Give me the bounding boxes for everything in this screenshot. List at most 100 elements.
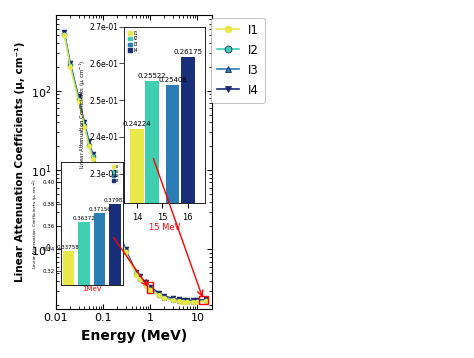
I3 <box>176 298 182 303</box>
I1 <box>115 229 120 233</box>
I4 <box>100 183 106 187</box>
I3 <box>100 184 106 189</box>
I1 <box>62 33 67 37</box>
I3 <box>180 299 186 303</box>
I2 <box>190 299 196 304</box>
I1 <box>137 277 143 281</box>
I2 <box>62 32 67 36</box>
I4 <box>190 298 196 303</box>
I3 <box>123 248 128 253</box>
I1 <box>143 284 148 288</box>
I3 <box>62 31 67 35</box>
I4 <box>184 298 190 302</box>
I3 <box>82 122 87 126</box>
I1 <box>123 250 128 255</box>
I2 <box>109 211 114 215</box>
I4 <box>137 274 143 279</box>
I3 <box>115 227 120 231</box>
I1 <box>190 300 196 304</box>
I2 <box>133 272 139 276</box>
I3 <box>67 62 73 67</box>
I3 <box>190 299 196 303</box>
Bar <box>147 282 154 293</box>
Line: I2: I2 <box>62 32 208 304</box>
I1 <box>100 187 106 191</box>
I1 <box>184 300 190 304</box>
I2 <box>162 295 167 300</box>
I3 <box>137 276 143 280</box>
I2 <box>96 174 101 178</box>
I3 <box>156 292 162 296</box>
I4 <box>170 296 175 300</box>
I1 <box>180 300 186 304</box>
I4 <box>96 171 101 176</box>
I4 <box>76 94 82 98</box>
I4 <box>194 298 200 302</box>
I1 <box>194 300 200 304</box>
I1 <box>162 296 167 300</box>
I3 <box>86 141 92 145</box>
I2 <box>203 298 209 303</box>
I4 <box>86 139 92 144</box>
X-axis label: Energy (MeV): Energy (MeV) <box>81 329 187 343</box>
Line: I3: I3 <box>62 31 208 304</box>
Line: I1: I1 <box>62 33 208 304</box>
I2 <box>100 185 106 190</box>
I2 <box>76 97 82 101</box>
I3 <box>96 173 101 177</box>
I4 <box>143 280 148 285</box>
I1 <box>170 298 175 303</box>
I4 <box>162 294 167 298</box>
I4 <box>67 61 73 65</box>
I4 <box>109 208 114 213</box>
I3 <box>90 153 96 157</box>
I4 <box>62 30 67 34</box>
I2 <box>82 123 87 127</box>
I2 <box>147 287 153 291</box>
I2 <box>170 298 175 302</box>
I4 <box>90 152 96 156</box>
I2 <box>90 154 96 158</box>
Y-axis label: Linear Attenuation Coefficients (μ, cm⁻¹): Linear Attenuation Coefficients (μ, cm⁻¹… <box>15 42 25 282</box>
I2 <box>180 299 186 303</box>
I4 <box>147 285 153 289</box>
I2 <box>176 299 182 303</box>
I3 <box>143 282 148 286</box>
I3 <box>133 271 139 276</box>
I1 <box>76 98 82 103</box>
I4 <box>180 298 186 302</box>
I3 <box>194 299 200 303</box>
I3 <box>76 96 82 101</box>
I1 <box>90 156 96 161</box>
I1 <box>86 144 92 148</box>
I3 <box>184 299 190 303</box>
I2 <box>86 142 92 147</box>
I2 <box>115 228 120 232</box>
Legend: I1, I2, I3, I4: I1, I2, I3, I4 <box>211 18 265 103</box>
I3 <box>170 297 175 301</box>
I2 <box>137 276 143 281</box>
I2 <box>143 282 148 287</box>
I1 <box>67 65 73 69</box>
I2 <box>67 63 73 67</box>
I2 <box>156 292 162 297</box>
I2 <box>194 299 200 304</box>
I3 <box>203 298 209 302</box>
I4 <box>115 226 120 230</box>
I1 <box>96 176 101 180</box>
I1 <box>147 288 153 292</box>
I4 <box>156 291 162 295</box>
I3 <box>162 295 167 299</box>
I4 <box>203 297 209 301</box>
I3 <box>147 286 153 290</box>
I4 <box>82 120 87 125</box>
I3 <box>109 209 114 214</box>
Line: I4: I4 <box>62 30 208 303</box>
I1 <box>156 293 162 297</box>
I1 <box>203 299 209 303</box>
I4 <box>176 297 182 301</box>
I4 <box>123 247 128 251</box>
I4 <box>133 270 139 274</box>
I2 <box>184 299 190 304</box>
I1 <box>109 212 114 216</box>
